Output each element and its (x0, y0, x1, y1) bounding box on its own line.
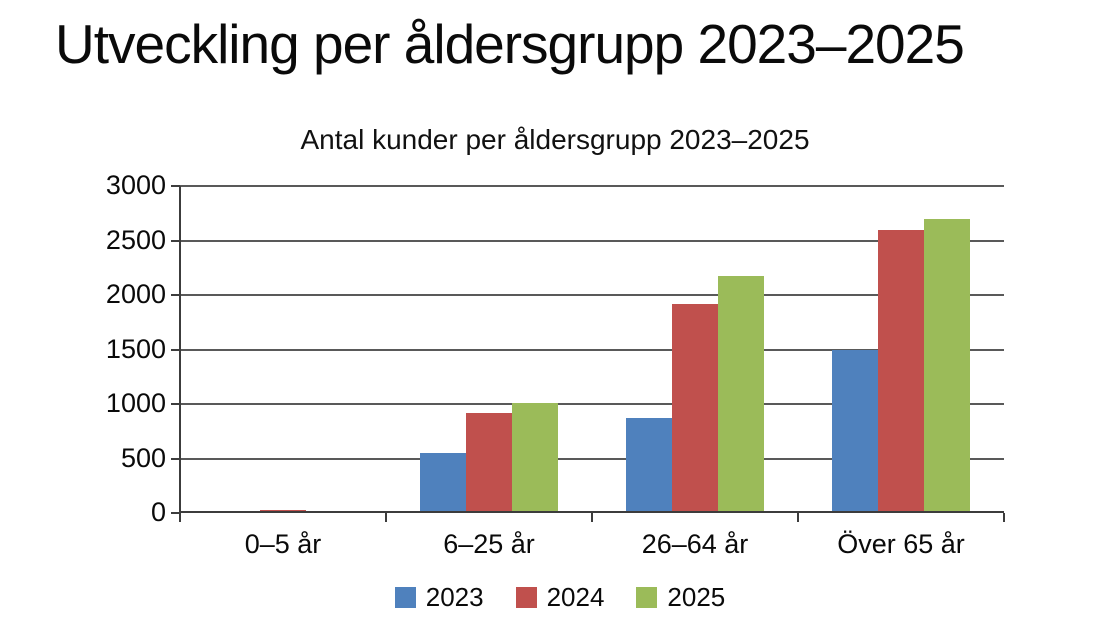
legend-label: 2024 (546, 582, 605, 612)
chart-legend: 2023 2024 2025 (148, 582, 972, 613)
legend-label: 2025 (667, 582, 726, 612)
gridline (180, 294, 1004, 296)
y-axis-tick-label: 0 (150, 497, 166, 527)
y-axis-tick (171, 512, 180, 514)
legend-label: 2023 (425, 582, 484, 612)
gridline (180, 239, 1004, 242)
x-axis-line (180, 511, 1004, 513)
plot-area (171, 185, 1005, 522)
bar-2025 (718, 276, 764, 513)
y-axis-tick-label: 3000 (105, 170, 166, 200)
gridline (180, 185, 1004, 187)
x-axis-category-label: 26–64 år (641, 529, 749, 559)
x-axis-tick (1003, 513, 1005, 522)
y-axis-tick-label: 2000 (105, 279, 166, 309)
y-axis-line (179, 186, 181, 521)
gridline (180, 403, 1004, 405)
gridline (180, 348, 1004, 351)
x-axis-tick (179, 513, 181, 522)
x-axis-category-label: Över 65 år (837, 529, 965, 559)
y-axis-tick-label: 1000 (105, 388, 166, 418)
bar-2025 (924, 218, 970, 513)
legend-item-2024: 2024 (515, 582, 605, 613)
gridline (180, 457, 1004, 460)
y-axis-tick (171, 294, 180, 296)
bar-2024 (466, 412, 512, 513)
y-axis-tick-label: 2500 (105, 224, 166, 255)
bar-2025 (512, 402, 558, 513)
bar-2023 (420, 453, 466, 513)
bar-2024 (878, 229, 924, 513)
y-axis-tick-label: 500 (120, 442, 166, 473)
y-axis-tick (171, 457, 180, 460)
x-axis-category-label: 0–5 år (244, 529, 322, 559)
y-axis-tick (171, 348, 180, 351)
bar-2024 (672, 303, 718, 513)
bar-2023 (626, 418, 672, 513)
x-axis-category-label: 6–25 år (443, 529, 535, 559)
legend-swatch-icon (394, 587, 416, 608)
legend-swatch-icon (636, 587, 658, 608)
x-axis-tick (385, 513, 387, 522)
chart-title: Antal kunder per åldersgrupp 2023–2025 (300, 124, 810, 155)
legend-item-2023: 2023 (394, 582, 484, 613)
legend-swatch-icon (515, 587, 537, 608)
y-axis-tick (171, 185, 180, 187)
x-axis-tick (591, 513, 593, 522)
y-axis-tick-label: 1500 (105, 333, 166, 364)
legend-item-2025: 2025 (636, 582, 725, 613)
bar-2023 (832, 349, 878, 513)
y-axis-tick (171, 239, 180, 242)
page-title: Utveckling per åldersgrupp 2023–2025 (55, 13, 965, 75)
x-axis-tick (797, 513, 799, 522)
y-axis-tick (171, 403, 180, 405)
